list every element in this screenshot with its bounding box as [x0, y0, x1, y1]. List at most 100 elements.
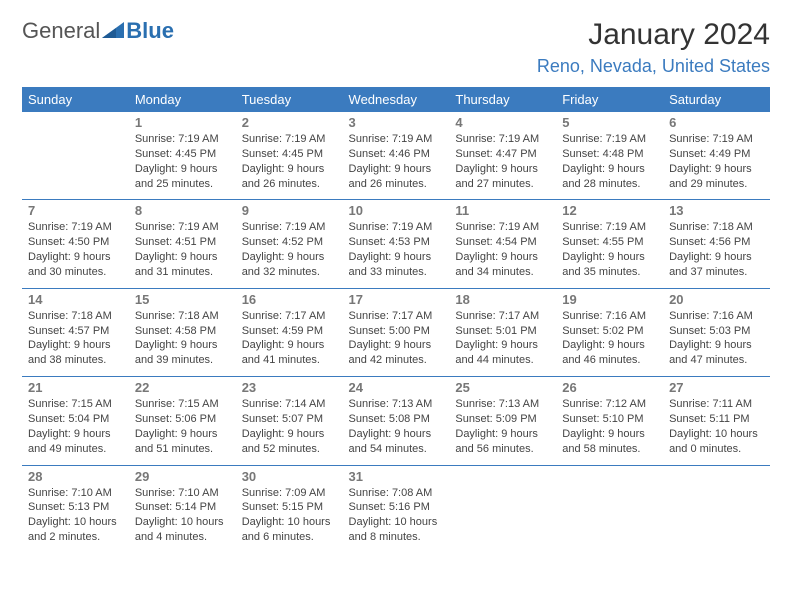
calendar-day-cell: 9Sunrise: 7:19 AMSunset: 4:52 PMDaylight… [236, 200, 343, 288]
day-number: 15 [135, 292, 230, 307]
day-info-line: Daylight: 9 hours [562, 162, 657, 177]
calendar-day-cell: 18Sunrise: 7:17 AMSunset: 5:01 PMDayligh… [449, 288, 556, 376]
day-info-line: Sunset: 5:00 PM [349, 324, 444, 339]
day-info-line: Sunrise: 7:19 AM [455, 132, 550, 147]
day-info-line: Sunrise: 7:19 AM [669, 132, 764, 147]
day-number: 7 [28, 203, 123, 218]
day-info-line: Daylight: 10 hours [669, 427, 764, 442]
day-info-line: Sunset: 5:10 PM [562, 412, 657, 427]
day-info-line: Sunrise: 7:18 AM [669, 220, 764, 235]
day-info-line: Sunrise: 7:18 AM [135, 309, 230, 324]
calendar-empty-cell [556, 465, 663, 553]
calendar-day-cell: 3Sunrise: 7:19 AMSunset: 4:46 PMDaylight… [343, 112, 450, 200]
calendar-day-cell: 14Sunrise: 7:18 AMSunset: 4:57 PMDayligh… [22, 288, 129, 376]
day-info: Sunrise: 7:19 AMSunset: 4:47 PMDaylight:… [455, 132, 550, 191]
logo-triangle-icon [102, 22, 124, 40]
day-number: 11 [455, 203, 550, 218]
day-info-line: Sunrise: 7:19 AM [562, 132, 657, 147]
day-info-line: Sunrise: 7:08 AM [349, 486, 444, 501]
day-info-line: Sunset: 5:04 PM [28, 412, 123, 427]
day-info: Sunrise: 7:17 AMSunset: 4:59 PMDaylight:… [242, 309, 337, 368]
day-info-line: Daylight: 9 hours [135, 250, 230, 265]
calendar-day-cell: 2Sunrise: 7:19 AMSunset: 4:45 PMDaylight… [236, 112, 343, 200]
calendar-week-row: 7Sunrise: 7:19 AMSunset: 4:50 PMDaylight… [22, 200, 770, 288]
day-info-line: and 42 minutes. [349, 353, 444, 368]
day-info-line: Sunset: 4:48 PM [562, 147, 657, 162]
day-number: 31 [349, 469, 444, 484]
day-number: 20 [669, 292, 764, 307]
day-info-line: Sunset: 4:58 PM [135, 324, 230, 339]
day-info-line: Sunset: 4:47 PM [455, 147, 550, 162]
day-number: 18 [455, 292, 550, 307]
day-info-line: Sunrise: 7:16 AM [669, 309, 764, 324]
day-info-line: Daylight: 9 hours [455, 250, 550, 265]
calendar-day-cell: 13 Sunrise: 7:18 AMSunset: 4:56 PMDayligh… [663, 200, 770, 288]
day-number: 30 [242, 469, 337, 484]
day-info-line: and 54 minutes. [349, 442, 444, 457]
day-info: Sunrise: 7:17 AMSunset: 5:00 PMDaylight:… [349, 309, 444, 368]
day-info-line: Sunset: 5:14 PM [135, 500, 230, 515]
day-info-line: Daylight: 9 hours [669, 338, 764, 353]
calendar-day-cell: 28Sunrise: 7:10 AMSunset: 5:13 PMDayligh… [22, 465, 129, 553]
day-info-line: Daylight: 9 hours [669, 250, 764, 265]
day-info: Sunrise: 7:12 AMSunset: 5:10 PMDaylight:… [562, 397, 657, 456]
day-info-line: and 58 minutes. [562, 442, 657, 457]
day-number: 26 [562, 380, 657, 395]
calendar-day-cell: 16 Sunrise: 7:17 AMSunset: 4:59 PMDayligh… [236, 288, 343, 376]
day-number: 22 [135, 380, 230, 395]
day-number: 27 [669, 380, 764, 395]
day-info-line: Sunrise: 7:15 AM [135, 397, 230, 412]
day-number: 9 [242, 203, 337, 218]
day-info-line: Sunset: 5:08 PM [349, 412, 444, 427]
day-info-line: and 41 minutes. [242, 353, 337, 368]
calendar-week-row: 28Sunrise: 7:10 AMSunset: 5:13 PMDayligh… [22, 465, 770, 553]
day-number: 2 [242, 115, 337, 130]
day-info-line: Sunset: 5:03 PM [669, 324, 764, 339]
day-info: Sunrise: 7:19 AMSunset: 4:51 PMDaylight:… [135, 220, 230, 279]
weekday-header: Saturday [663, 87, 770, 112]
day-info: Sunrise: 7:08 AMSunset: 5:16 PMDaylight:… [349, 486, 444, 545]
day-number: 17 [349, 292, 444, 307]
weekday-header: Friday [556, 87, 663, 112]
logo-text-2: Blue [126, 18, 174, 44]
day-info-line: and 47 minutes. [669, 353, 764, 368]
day-info-line: and 4 minutes. [135, 530, 230, 545]
calendar-day-cell: 8Sunrise: 7:19 AMSunset: 4:51 PMDaylight… [129, 200, 236, 288]
day-number: 16 [242, 292, 337, 307]
day-info-line: and 39 minutes. [135, 353, 230, 368]
calendar-day-cell: 22Sunrise: 7:15 AMSunset: 5:06 PMDayligh… [129, 377, 236, 465]
day-info-line: Sunset: 5:07 PM [242, 412, 337, 427]
calendar-table: SundayMondayTuesdayWednesdayThursdayFrid… [22, 87, 770, 553]
day-info-line: Sunset: 4:51 PM [135, 235, 230, 250]
day-info: Sunrise: 7:16 AMSunset: 5:02 PMDaylight:… [562, 309, 657, 368]
day-info: Sunrise: 7:09 AMSunset: 5:15 PMDaylight:… [242, 486, 337, 545]
day-info-line: Daylight: 9 hours [455, 427, 550, 442]
day-info-line: Sunset: 5:16 PM [349, 500, 444, 515]
day-info-line: and 2 minutes. [28, 530, 123, 545]
day-info-line: Sunset: 4:56 PM [669, 235, 764, 250]
calendar-day-cell: 19Sunrise: 7:16 AMSunset: 5:02 PMDayligh… [556, 288, 663, 376]
calendar-day-cell: 17 Sunrise: 7:17 AMSunset: 5:00 PMDayligh… [343, 288, 450, 376]
day-info-line: Sunset: 4:45 PM [242, 147, 337, 162]
calendar-empty-cell [449, 465, 556, 553]
day-info: Sunrise: 7:19 AMSunset: 4:48 PMDaylight:… [562, 132, 657, 191]
day-info: Sunrise: 7:19 AMSunset: 4:46 PMDaylight:… [349, 132, 444, 191]
day-info: Sunrise: 7:19 AMSunset: 4:54 PMDaylight:… [455, 220, 550, 279]
day-info-line: Daylight: 9 hours [135, 162, 230, 177]
day-info-line: Sunrise: 7:13 AM [455, 397, 550, 412]
day-info-line: Sunset: 4:46 PM [349, 147, 444, 162]
logo-text-1: General [22, 18, 100, 44]
day-info-line: Daylight: 9 hours [135, 427, 230, 442]
calendar-day-cell: 25Sunrise: 7:13 AMSunset: 5:09 PMDayligh… [449, 377, 556, 465]
day-info: Sunrise: 7:18 AMSunset: 4:57 PMDaylight:… [28, 309, 123, 368]
day-info-line: Sunset: 4:57 PM [28, 324, 123, 339]
day-info-line: and 44 minutes. [455, 353, 550, 368]
day-info-line: Daylight: 10 hours [349, 515, 444, 530]
day-info: Sunrise: 7:14 AMSunset: 5:07 PMDaylight:… [242, 397, 337, 456]
day-info: Sunrise: 7:18 AMSunset: 4:56 PMDaylight:… [669, 220, 764, 279]
day-number: 21 [28, 380, 123, 395]
day-info-line: Sunrise: 7:15 AM [28, 397, 123, 412]
day-number: 13 [669, 203, 764, 218]
day-info-line: Sunrise: 7:19 AM [562, 220, 657, 235]
day-info-line: and 38 minutes. [28, 353, 123, 368]
